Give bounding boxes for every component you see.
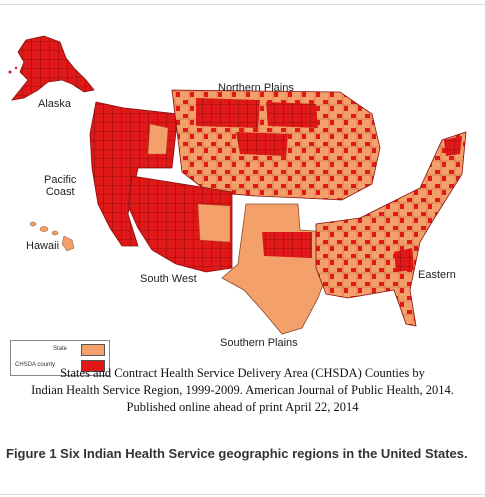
us-map-svg <box>8 35 467 335</box>
legend-state-swatch <box>81 344 105 356</box>
ihs-regions-map: Alaska Northern Plains Pacific Coast Haw… <box>0 28 485 376</box>
caption-line: Indian Health Service Region, 1999-2009.… <box>31 383 454 397</box>
label-hawaii: Hawaii <box>26 240 60 252</box>
aleutian-island <box>14 66 18 70</box>
legend-chsda-swatch <box>81 360 105 372</box>
label-northern-plains: Northern Plains <box>218 82 294 94</box>
eastern-chsda-cluster <box>394 248 414 272</box>
pacific-state-area <box>147 123 169 155</box>
hawaii-island <box>29 221 37 227</box>
label-south-west: South West <box>140 273 197 285</box>
np-chsda-cluster <box>196 98 260 128</box>
eastern-chsda-cluster <box>444 136 462 156</box>
hawaii-island <box>39 226 49 232</box>
figure-title: Figure 1 Six Indian Health Service geogr… <box>6 446 468 461</box>
legend-state-label: State <box>53 346 68 352</box>
sw-state-area <box>197 203 231 243</box>
caption-line: Published online ahead of print April 22… <box>126 400 359 414</box>
label-southern-plains: Southern Plains <box>220 337 298 349</box>
alaska-region <box>8 35 95 101</box>
oklahoma-chsda <box>262 232 312 258</box>
label-alaska: Alaska <box>38 98 72 110</box>
label-eastern: Eastern <box>418 269 456 281</box>
aleutian-island <box>8 70 12 74</box>
label-pacific-coast: Pacific Coast <box>44 174 77 198</box>
southern-plains-region <box>221 203 331 335</box>
np-chsda-cluster <box>266 102 318 128</box>
hawaii-region <box>29 221 75 252</box>
legend-chsda-label: CHSDA county <box>15 362 56 368</box>
south-west-region <box>127 175 233 273</box>
alaska-shape <box>11 35 95 101</box>
caption-line: States and Contract Health Service Deliv… <box>60 366 425 380</box>
map-legend: State CHSDA county <box>10 340 110 376</box>
hawaii-island <box>51 230 59 236</box>
bottom-divider <box>0 494 485 495</box>
figure-caption: States and Contract Health Service Deliv… <box>0 365 485 416</box>
eastern-region <box>315 131 467 327</box>
np-chsda-cluster <box>236 132 288 156</box>
hawaii-big-island <box>61 235 75 252</box>
top-divider <box>0 4 485 5</box>
